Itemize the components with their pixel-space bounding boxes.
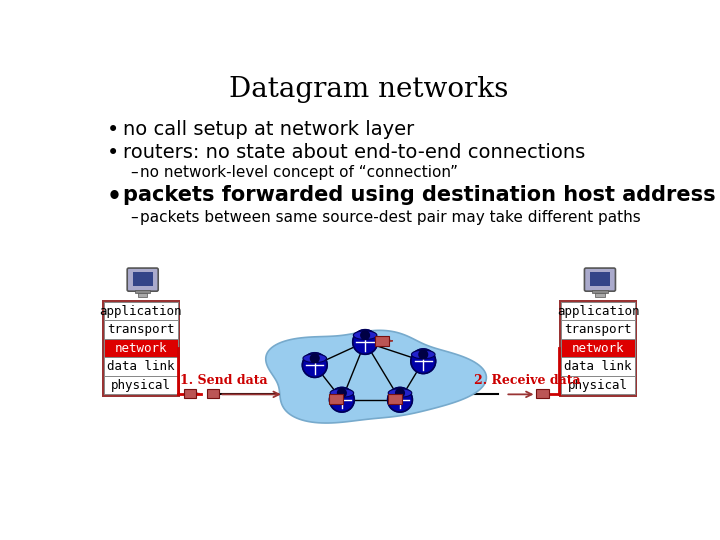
Bar <box>559 300 637 397</box>
Bar <box>595 294 605 296</box>
Ellipse shape <box>303 354 327 363</box>
Text: no network-level concept of “connection”: no network-level concept of “connection” <box>140 165 458 180</box>
Ellipse shape <box>354 331 377 340</box>
Circle shape <box>387 387 413 412</box>
Text: application: application <box>99 305 182 318</box>
Bar <box>135 289 150 294</box>
Circle shape <box>338 389 346 397</box>
Bar <box>184 389 196 398</box>
Bar <box>536 389 549 398</box>
Bar <box>561 339 635 357</box>
Text: data link: data link <box>107 360 174 373</box>
Ellipse shape <box>388 389 412 397</box>
FancyBboxPatch shape <box>127 268 158 291</box>
Bar <box>207 389 220 398</box>
Bar <box>329 394 343 404</box>
Text: physical: physical <box>111 379 171 392</box>
Bar <box>138 294 148 296</box>
Bar <box>102 300 180 397</box>
Circle shape <box>361 331 369 340</box>
Circle shape <box>419 350 428 359</box>
Text: network: network <box>572 342 624 355</box>
Text: •: • <box>107 143 120 163</box>
Circle shape <box>302 353 327 377</box>
Text: transport: transport <box>564 323 631 336</box>
Text: physical: physical <box>568 379 628 392</box>
Text: Datagram networks: Datagram networks <box>229 76 509 103</box>
Circle shape <box>353 330 377 354</box>
Ellipse shape <box>330 389 354 397</box>
Text: network: network <box>114 342 167 355</box>
Bar <box>561 376 635 394</box>
Text: packets forwarded using destination host address: packets forwarded using destination host… <box>122 185 715 205</box>
Bar <box>561 357 635 376</box>
Text: no call setup at network layer: no call setup at network layer <box>122 120 414 139</box>
Text: packets between same source-dest pair may take different paths: packets between same source-dest pair ma… <box>140 210 640 225</box>
Bar <box>104 357 178 376</box>
Bar <box>104 302 178 320</box>
Ellipse shape <box>411 350 435 359</box>
Bar <box>104 376 178 394</box>
Text: routers: no state about end-to-end connections: routers: no state about end-to-end conne… <box>122 143 585 163</box>
Circle shape <box>396 389 405 397</box>
Text: –: – <box>130 210 138 225</box>
FancyBboxPatch shape <box>585 268 616 291</box>
Text: •: • <box>107 185 122 209</box>
Circle shape <box>330 387 354 412</box>
Polygon shape <box>266 330 487 423</box>
Bar <box>593 289 608 294</box>
Text: –: – <box>130 165 138 180</box>
Circle shape <box>310 354 319 363</box>
Bar <box>375 336 389 346</box>
Text: 2. Receive data: 2. Receive data <box>474 374 581 387</box>
Text: data link: data link <box>564 360 631 373</box>
Bar <box>104 339 178 357</box>
Bar <box>104 320 178 339</box>
Bar <box>561 302 635 320</box>
Text: •: • <box>107 120 120 140</box>
Text: 1. Send data: 1. Send data <box>180 374 268 387</box>
Text: transport: transport <box>107 323 174 336</box>
Circle shape <box>411 349 436 374</box>
Bar <box>561 320 635 339</box>
Bar <box>590 272 610 286</box>
Bar <box>388 394 402 403</box>
Bar <box>132 272 153 286</box>
Text: application: application <box>557 305 639 318</box>
